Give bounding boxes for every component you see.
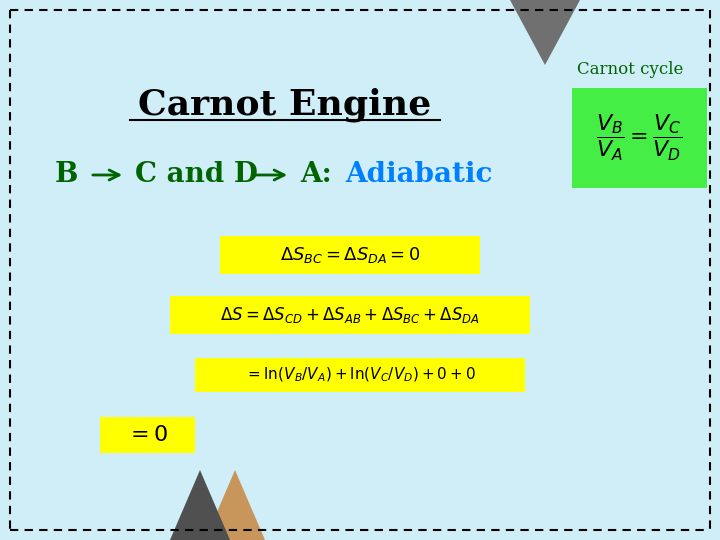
Text: Carnot Engine: Carnot Engine <box>138 87 431 122</box>
FancyBboxPatch shape <box>100 417 195 453</box>
Text: $\Delta S_{BC} = \Delta S_{DA} = 0$: $\Delta S_{BC} = \Delta S_{DA} = 0$ <box>280 245 420 265</box>
Text: $= \ln(V_B / V_A) + \ln(V_C / V_D) + 0 + 0$: $= \ln(V_B / V_A) + \ln(V_C / V_D) + 0 +… <box>245 366 475 384</box>
FancyBboxPatch shape <box>195 358 525 392</box>
Text: Adiabatic: Adiabatic <box>345 161 492 188</box>
FancyBboxPatch shape <box>170 296 530 334</box>
Text: B: B <box>55 161 78 188</box>
Text: $= 0$: $= 0$ <box>127 425 168 445</box>
Text: $\dfrac{V_B}{V_A} = \dfrac{V_C}{V_D}$: $\dfrac{V_B}{V_A} = \dfrac{V_C}{V_D}$ <box>596 113 683 163</box>
Text: A:: A: <box>300 161 332 188</box>
Polygon shape <box>170 470 230 540</box>
FancyBboxPatch shape <box>572 88 707 188</box>
Polygon shape <box>510 0 580 65</box>
Polygon shape <box>205 470 265 540</box>
Text: $\Delta S = \Delta S_{CD} + \Delta S_{AB} + \Delta S_{BC} + \Delta S_{DA}$: $\Delta S = \Delta S_{CD} + \Delta S_{AB… <box>220 305 480 325</box>
Text: C and D: C and D <box>135 161 258 188</box>
Text: Carnot cycle: Carnot cycle <box>577 62 683 78</box>
FancyBboxPatch shape <box>220 236 480 274</box>
